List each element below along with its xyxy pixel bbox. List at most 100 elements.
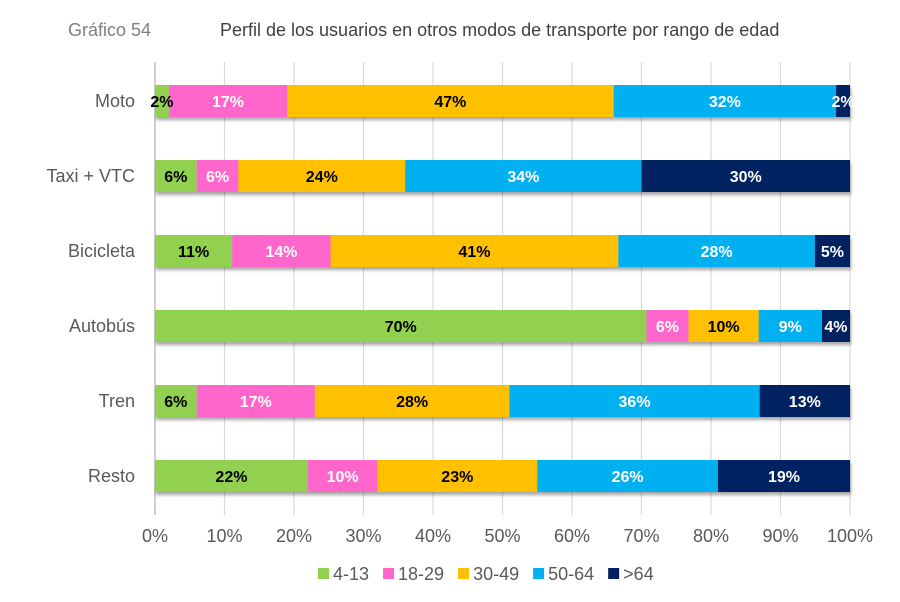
bar-segment <box>196 385 315 417</box>
bar-segment <box>814 235 850 267</box>
data-label: 34% <box>507 169 539 186</box>
bar-segment <box>196 160 239 192</box>
bar-labels: 6% 6% 24% 34% 30% <box>164 169 761 186</box>
x-tick-label: 50% <box>484 526 520 546</box>
legend-label: 18-29 <box>398 564 444 584</box>
bar-segment <box>613 85 837 117</box>
bar-row <box>155 310 850 342</box>
bar-segment <box>688 310 759 342</box>
bar-segment <box>155 85 169 117</box>
bar-segment <box>821 310 850 342</box>
bar-segment <box>155 160 197 192</box>
bar-segment <box>330 235 619 267</box>
bar-segment <box>646 310 689 342</box>
bar-segment <box>168 85 288 117</box>
legend-label: >64 <box>623 564 654 584</box>
bar-segment <box>307 460 378 492</box>
data-label: 47% <box>434 94 466 111</box>
category-label: Moto <box>95 91 135 111</box>
legend-label: 50-64 <box>548 564 594 584</box>
x-tick-label: 0% <box>142 526 168 546</box>
x-tick-label: 100% <box>827 526 873 546</box>
data-label: 28% <box>701 244 733 261</box>
bar-row <box>155 85 850 117</box>
bar-segment <box>238 160 406 192</box>
x-tick-label: 60% <box>554 526 590 546</box>
bar-labels: 11% 14% 41% 28% 5% <box>178 244 844 261</box>
category-label: Bicicleta <box>68 241 136 261</box>
x-tick-label: 10% <box>206 526 242 546</box>
bar-segment <box>717 460 850 492</box>
data-label: 23% <box>441 469 473 486</box>
category-label: Resto <box>88 466 135 486</box>
bar-segment <box>759 385 850 417</box>
bar-segment <box>155 385 197 417</box>
bar-segment <box>405 160 642 192</box>
data-label: 6% <box>656 319 679 336</box>
x-tick-label: 70% <box>623 526 659 546</box>
figure-number: Gráfico 54 <box>68 20 152 40</box>
bar-segment <box>155 310 647 342</box>
legend-swatch <box>533 568 545 579</box>
chart-title: Perfil de los usuarios en otros modos de… <box>220 20 780 40</box>
bar-row <box>155 160 850 192</box>
data-label: 2% <box>150 94 173 111</box>
data-label: 32% <box>709 94 741 111</box>
data-label: 11% <box>178 244 209 261</box>
legend-label: 30-49 <box>473 564 519 584</box>
bar-labels: 70% 6% 10% 9% 4% <box>385 319 848 336</box>
legend-swatch <box>383 568 395 579</box>
x-tick-label: 80% <box>693 526 729 546</box>
category-label: Autobús <box>69 316 135 336</box>
bar-row <box>155 385 850 417</box>
x-tick-label: 20% <box>276 526 312 546</box>
data-label: 19% <box>768 469 800 486</box>
data-label: 28% <box>396 394 428 411</box>
data-label: 26% <box>612 469 644 486</box>
bar-row <box>155 460 850 492</box>
data-label: 14% <box>265 244 297 261</box>
data-label: 9% <box>779 319 802 336</box>
bar-segment <box>641 160 850 192</box>
bar-segment <box>155 235 233 267</box>
bar-segment <box>836 85 850 117</box>
bar-row <box>155 235 850 267</box>
data-label: 6% <box>164 394 187 411</box>
x-tick-label: 30% <box>345 526 381 546</box>
bar-labels: 22% 10% 23% 26% 19% <box>215 469 800 486</box>
data-label: 4% <box>824 319 847 336</box>
data-label: 2% <box>831 94 854 111</box>
legend-label: 4-13 <box>333 564 369 584</box>
data-label: 70% <box>385 319 417 336</box>
category-label: Taxi + VTC <box>46 166 135 186</box>
bar-segment <box>618 235 815 267</box>
data-label: 13% <box>789 394 821 411</box>
data-label: 22% <box>215 469 247 486</box>
bar-segment <box>287 85 614 117</box>
data-label: 5% <box>821 244 844 261</box>
data-label: 17% <box>212 94 244 111</box>
data-label: 41% <box>458 244 490 261</box>
bar-segment <box>537 460 718 492</box>
bar-labels: 2% 17% 47% 32% 2% <box>150 94 854 111</box>
data-label: 10% <box>327 469 359 486</box>
legend-swatch <box>318 568 329 579</box>
data-label: 10% <box>708 319 740 336</box>
bar-segment <box>758 310 822 342</box>
legend-swatch <box>458 568 470 579</box>
bar-segment <box>155 460 308 492</box>
bar-labels: 6% 17% 28% 36% 13% <box>164 394 821 411</box>
x-tick-label: 40% <box>415 526 451 546</box>
data-label: 30% <box>730 169 762 186</box>
data-label: 24% <box>306 169 338 186</box>
x-tick-label: 90% <box>762 526 798 546</box>
data-label: 17% <box>240 394 272 411</box>
data-label: 6% <box>206 169 229 186</box>
category-label: Tren <box>99 391 135 411</box>
legend-swatch <box>608 568 620 579</box>
bar-segment <box>377 460 538 492</box>
bar-segment <box>314 385 510 417</box>
data-label: 6% <box>164 169 187 186</box>
bar-segment <box>232 235 331 267</box>
